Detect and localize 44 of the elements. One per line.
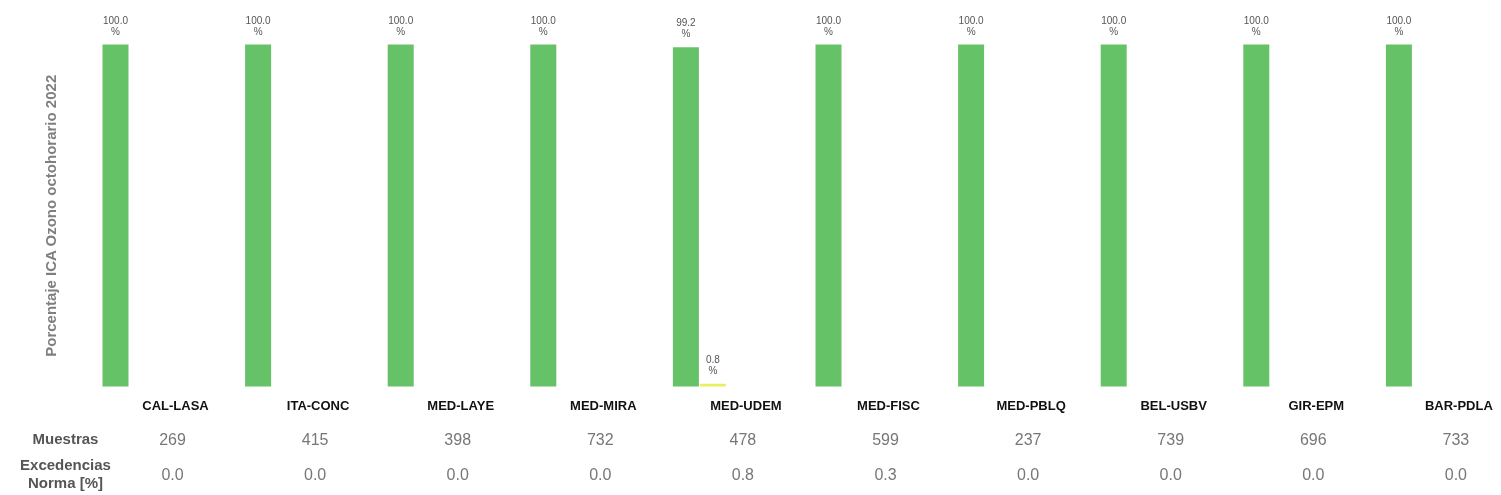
text: 599 <box>872 430 899 448</box>
data-label: 100.0 % <box>388 14 414 37</box>
text: 398 <box>444 430 472 448</box>
text: 0.0 <box>1016 465 1040 483</box>
text: 415 <box>301 430 329 448</box>
text: 478 <box>729 430 757 448</box>
text: 269 <box>159 430 186 448</box>
x-tick-label: MED-PBLQ <box>996 398 1066 413</box>
data-label: 100.0 % <box>1386 14 1412 37</box>
text: 0.0 <box>1444 465 1468 483</box>
text: 0.0 <box>161 465 184 483</box>
data-label: 99.2 % <box>676 17 697 40</box>
text: 0.0 <box>1302 465 1325 483</box>
x-tick-label: BAR-PDLA <box>1424 398 1494 413</box>
y-axis-title: Porcentaje ICA Ozono octohorario 2022 <box>42 74 59 357</box>
text: 732 <box>586 430 614 448</box>
data-label: 100.0 % <box>1101 14 1127 37</box>
text: 733 <box>1442 430 1470 448</box>
data-label: 100.0 % <box>245 14 272 37</box>
data-label: 100.0 % <box>815 14 842 37</box>
text: 0.0 <box>1159 465 1182 483</box>
text: 0.8 <box>731 465 755 483</box>
text: 0.0 <box>589 465 612 483</box>
x-tick-label: MED-MIRA <box>570 398 638 413</box>
text: 0.0 <box>303 465 327 483</box>
text: 0.0 <box>446 465 469 483</box>
x-tick-label: MED-LAYE <box>427 398 495 413</box>
text: Muestras <box>32 430 99 447</box>
x-tick-label: GIR-EPM <box>1288 398 1345 413</box>
x-tick-label: MED-UDEM <box>710 398 782 413</box>
x-tick-label: ITA-CONC <box>286 398 350 413</box>
text: 237 <box>1014 430 1042 448</box>
data-label: 100.0 % <box>102 14 129 37</box>
data-label: 100.0 % <box>1243 14 1270 37</box>
data-label: 0.8 % <box>705 353 721 376</box>
data-label: 100.0 % <box>958 14 985 37</box>
text: 0.3 <box>874 465 897 483</box>
x-tick-label: BEL-USBV <box>1140 398 1208 413</box>
text: Excedencias Norma [%] <box>20 456 111 491</box>
text: 696 <box>1299 430 1327 448</box>
text: 739 <box>1157 430 1185 448</box>
x-tick-label: MED-FISC <box>857 398 921 413</box>
x-tick-label: CAL-LASA <box>142 398 210 413</box>
data-label: 100.0 % <box>530 14 557 37</box>
